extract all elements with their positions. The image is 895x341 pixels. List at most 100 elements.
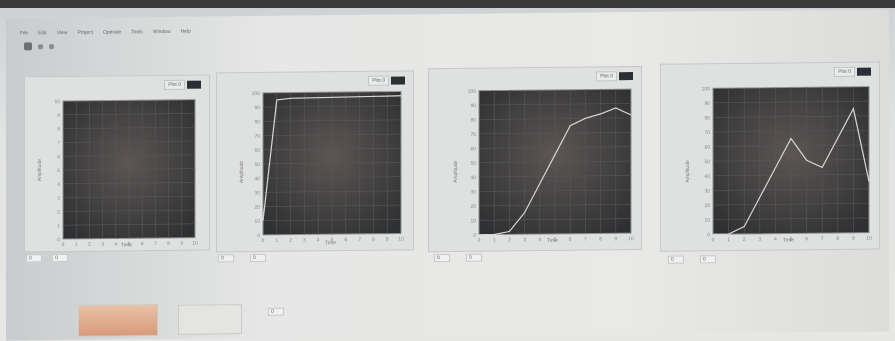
grid-line-horizontal	[479, 131, 631, 135]
plot-legend[interactable]: Plot 0	[368, 75, 405, 86]
readout-2a: 0	[218, 254, 234, 263]
y-axis-label: Amplitude	[453, 160, 459, 183]
menu-window[interactable]: Window	[152, 28, 171, 36]
y-tick-label: 20	[704, 203, 710, 209]
grid-line-horizontal	[713, 144, 869, 147]
grid-line-horizontal	[713, 130, 869, 133]
start-button[interactable]	[78, 304, 158, 337]
y-tick-label: 60	[254, 148, 260, 154]
calibrate-button[interactable]	[178, 304, 242, 335]
menu-tools[interactable]: Tools	[131, 29, 143, 36]
plot-legend[interactable]: Plot 0	[834, 66, 871, 77]
y-tick-label: 10	[54, 99, 60, 105]
readout-value[interactable]: 0	[218, 254, 234, 263]
plot-color-swatch	[391, 76, 405, 85]
y-tick-label: 20	[470, 204, 476, 210]
y-tick-label: 100	[252, 91, 261, 97]
y-tick-label: 6	[57, 154, 60, 160]
app-window: File Edit View Project Operate Tools Win…	[6, 9, 889, 341]
y-axis-label: Amplitude	[685, 160, 691, 183]
run-arrow-icon[interactable]	[24, 42, 32, 51]
x-tick-label: 9	[852, 236, 855, 242]
menu-file[interactable]: File	[20, 30, 29, 37]
plot-color-swatch	[187, 80, 201, 89]
readout-value[interactable]: 0	[466, 253, 482, 262]
readout-value[interactable]: 0	[26, 254, 42, 263]
menu-project[interactable]: Project	[77, 29, 93, 36]
y-tick-label: 50	[254, 162, 260, 168]
footer-readout: 0	[268, 307, 284, 316]
y-tick-label: 90	[704, 101, 710, 107]
x-tick-label: 10	[398, 236, 404, 242]
y-tick-label: 50	[704, 159, 710, 165]
x-tick-label: 6	[805, 236, 808, 242]
readout-value[interactable]: 0	[250, 253, 266, 263]
plot-legend-label: Plot 0	[164, 79, 185, 90]
x-tick-label: 3	[523, 237, 526, 243]
readout-value[interactable]: 0	[52, 253, 68, 263]
readout-3a: 0	[434, 253, 450, 263]
plot-color-swatch	[619, 72, 633, 81]
grid-line-horizontal	[63, 140, 195, 143]
series-line	[479, 107, 632, 236]
x-tick-label: 8	[167, 241, 170, 247]
grid-line-horizontal	[63, 195, 195, 198]
y-tick-label: 40	[470, 175, 476, 181]
x-tick-label: 7	[358, 237, 361, 243]
x-tick-label: 9	[386, 237, 389, 243]
x-tick-label: 5	[331, 237, 334, 243]
graph-panel-1: Plot 0 Amplitude 0 1 2 3 4 5 6 7 8 9 10 0 1 2 3 4 5 6 7 8 9 1…	[24, 74, 210, 253]
grid-line-horizontal	[479, 146, 631, 149]
plot-legend-label: Plot 0	[596, 71, 617, 82]
y-tick-label: 60	[470, 146, 476, 152]
plot-legend-label: Plot 0	[368, 75, 389, 86]
x-tick-label: 1	[75, 242, 78, 248]
menu-help[interactable]: Help	[180, 28, 191, 35]
plot-legend[interactable]: Plot 0	[596, 71, 633, 82]
grid-line-horizontal	[63, 168, 195, 171]
grid-line-horizontal	[713, 100, 869, 104]
grid-line-horizontal	[63, 113, 195, 116]
readout-value[interactable]: 0	[668, 255, 684, 264]
x-tick-label: 0	[712, 237, 715, 243]
menu-edit[interactable]: Edit	[38, 30, 47, 37]
pause-icon[interactable]	[49, 43, 54, 49]
menu-operate[interactable]: Operate	[103, 29, 122, 36]
y-tick-label: 30	[254, 190, 260, 196]
readout-3b: 0	[466, 253, 482, 262]
x-tick-label: 6	[344, 237, 347, 243]
y-tick-label: 2	[57, 209, 60, 215]
grid-line-horizontal	[63, 182, 195, 185]
x-tick-label: 1	[493, 237, 496, 243]
grid-line-horizontal	[263, 119, 401, 122]
y-tick-label: 1	[57, 223, 60, 229]
plot-color-swatch	[857, 67, 871, 76]
x-tick-label: 5	[128, 241, 131, 247]
readout-value[interactable]: 0	[434, 253, 450, 263]
x-axis-label: Time	[783, 237, 794, 244]
grid-line-horizontal	[263, 133, 401, 136]
grid-line-horizontal	[713, 173, 869, 177]
grid-line-horizontal	[713, 115, 869, 118]
y-tick-label: 30	[470, 189, 476, 195]
y-tick-label: 30	[704, 188, 710, 194]
y-tick-label: 80	[254, 119, 260, 125]
y-tick-label: 80	[704, 115, 710, 121]
x-tick-label: 7	[154, 241, 157, 247]
grid-line-horizontal	[263, 105, 401, 108]
readout-value[interactable]: 0	[700, 255, 716, 264]
grid-line-horizontal	[713, 188, 869, 191]
menu-view[interactable]: View	[56, 29, 68, 37]
y-tick-label: 7	[57, 140, 60, 146]
abort-icon[interactable]	[38, 43, 43, 49]
x-tick-label: 2	[289, 238, 292, 244]
plot-legend[interactable]: Plot 0	[164, 79, 201, 90]
x-tick-label: 8	[836, 236, 839, 242]
y-tick-label: 0	[707, 232, 710, 238]
grid-line-horizontal	[263, 162, 401, 165]
grid-line-horizontal	[713, 203, 869, 206]
grid-line-horizontal	[63, 126, 195, 129]
footer-readout-value[interactable]: 0	[268, 307, 284, 316]
